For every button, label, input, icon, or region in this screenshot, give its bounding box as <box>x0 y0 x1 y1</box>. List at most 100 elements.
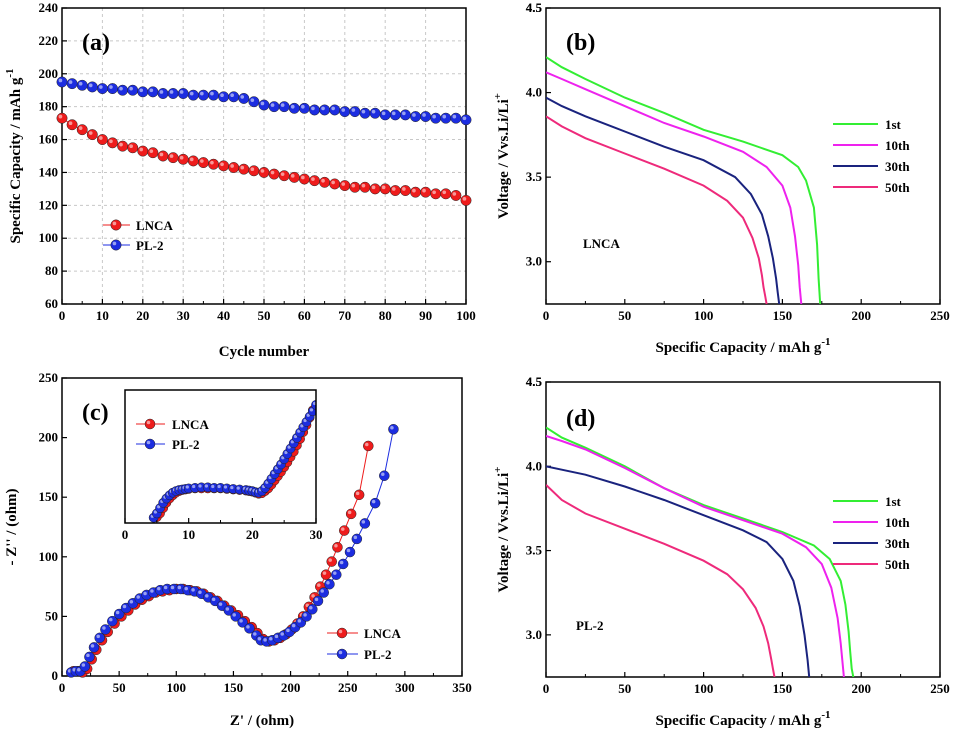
data-point-lnca-highlight <box>149 149 154 153</box>
data-point-pl-2 <box>187 89 199 101</box>
data-point-pl-2-highlight <box>331 106 335 111</box>
inset-point-pl-2-highlight <box>198 484 202 488</box>
panel-b: 0 50 100 150 200 2503.03.54.04.54.5(b)LNCASpe… <box>492 0 950 356</box>
data-point-pl-2 <box>379 470 390 481</box>
data-point-pl-2 <box>258 99 270 111</box>
y-axis-label: Voltage / Vvs.Li/Li+ <box>492 467 512 593</box>
curve-1st <box>546 56 822 304</box>
data-point-pl-2-highlight <box>232 613 236 617</box>
data-point-pl-2 <box>84 651 95 663</box>
data-point-pl-2-highlight <box>163 585 168 590</box>
legend-label: 1st <box>885 494 902 509</box>
data-point-lnca-highlight <box>159 152 164 157</box>
curve-50th <box>546 484 776 677</box>
data-point-pl-2 <box>337 558 349 570</box>
curve-1st <box>546 426 855 677</box>
data-point-pl-2-highlight <box>297 619 302 623</box>
data-point-pl-2-highlight <box>320 589 324 593</box>
data-point-lnca <box>379 183 391 195</box>
data-point-pl-2 <box>197 89 209 101</box>
y-tick-label: 150 <box>39 489 59 504</box>
data-point-pl-2-highlight <box>291 623 296 628</box>
y-tick-label: 60 <box>45 296 58 311</box>
panel-label: (d) <box>566 406 595 432</box>
data-point-pl-2 <box>268 101 280 113</box>
data-point-pl-2-highlight <box>78 81 83 86</box>
y-tick-label: 250 <box>39 370 59 385</box>
data-point-pl-2-highlight <box>462 116 467 121</box>
legend-label: 50th <box>885 557 910 572</box>
data-point-lnca-highlight <box>280 172 285 176</box>
y-tick-label: 4.5 <box>526 374 543 389</box>
data-point-pl-2-highlight <box>149 88 154 93</box>
data-point-lnca-highlight <box>250 167 255 172</box>
data-point-pl-2-highlight <box>86 653 90 658</box>
x-tick-label: 50 <box>258 308 271 323</box>
data-point-pl-2 <box>79 661 91 672</box>
data-point-lnca-highlight <box>334 544 338 548</box>
data-point-lnca-highlight <box>432 190 436 195</box>
data-point-pl-2-highlight <box>246 625 250 629</box>
data-point-lnca <box>147 147 159 159</box>
data-point-lnca <box>420 186 432 198</box>
sample-annotation: PL-2 <box>576 618 603 633</box>
legend-marker-highlight <box>338 629 343 634</box>
inset-point-pl-2-highlight <box>297 429 301 433</box>
data-point-lnca <box>288 171 300 183</box>
data-point-pl-2 <box>167 88 179 99</box>
data-point-pl-2 <box>339 106 351 118</box>
data-point-lnca-highlight <box>119 142 123 147</box>
x-tick-label: 50 <box>618 308 631 323</box>
data-point-pl-2-highlight <box>321 106 325 111</box>
panel-label: (b) <box>566 30 595 56</box>
data-point-lnca <box>369 183 381 195</box>
data-point-lnca-highlight <box>58 114 63 119</box>
inset-point-pl-2-highlight <box>185 485 189 489</box>
data-point-lnca-highlight <box>68 121 73 126</box>
x-tick-label: 0 <box>543 681 550 696</box>
data-point-pl-2-highlight <box>58 78 63 83</box>
y-tick-label: 200 <box>39 66 59 81</box>
data-point-pl-2 <box>86 81 98 93</box>
inset-point-pl-2-highlight <box>309 408 314 412</box>
data-point-pl-2 <box>157 88 169 99</box>
x-tick-label: 20 <box>136 308 149 323</box>
legend-label: 10th <box>885 515 910 530</box>
data-point-pl-2-highlight <box>170 585 175 590</box>
data-point-lnca <box>137 145 149 157</box>
data-point-lnca-highlight <box>88 131 93 135</box>
x-tick-label: 350 <box>452 680 472 695</box>
curve-10th <box>546 71 803 304</box>
data-point-pl-2 <box>460 114 472 126</box>
data-point-pl-2-highlight <box>191 588 195 592</box>
x-tick-label: 250 <box>930 681 950 696</box>
data-point-lnca <box>389 185 401 196</box>
data-point-lnca-highlight <box>169 154 174 158</box>
x-tick-label: 80 <box>379 308 392 323</box>
data-point-lnca-highlight <box>361 183 366 188</box>
data-point-pl-2 <box>307 603 318 615</box>
data-point-pl-2 <box>117 84 129 96</box>
legend-marker <box>336 648 348 660</box>
data-point-lnca-highlight <box>412 188 416 193</box>
data-point-lnca-highlight <box>452 192 457 196</box>
data-point-pl-2-highlight <box>96 634 100 639</box>
data-point-pl-2-highlight <box>81 663 86 667</box>
data-point-lnca <box>228 162 240 173</box>
y-tick-label: 100 <box>39 549 59 564</box>
data-point-pl-2-highlight <box>390 426 394 430</box>
inset-point-pl-2-highlight <box>284 450 288 455</box>
data-point-pl-2-highlight <box>311 106 315 111</box>
data-point-pl-2-highlight <box>115 610 120 615</box>
data-point-pl-2 <box>56 76 68 88</box>
data-point-lnca-highlight <box>78 126 83 130</box>
data-point-pl-2-highlight <box>179 90 184 94</box>
data-point-pl-2-highlight <box>452 114 457 119</box>
data-point-lnca-highlight <box>220 162 224 167</box>
data-point-pl-2-highlight <box>290 104 295 109</box>
data-point-pl-2-highlight <box>119 86 123 91</box>
data-point-pl-2-highlight <box>303 613 307 617</box>
data-point-lnca <box>268 168 280 180</box>
x-tick-label: 200 <box>851 308 871 323</box>
data-point-lnca-highlight <box>230 164 234 168</box>
